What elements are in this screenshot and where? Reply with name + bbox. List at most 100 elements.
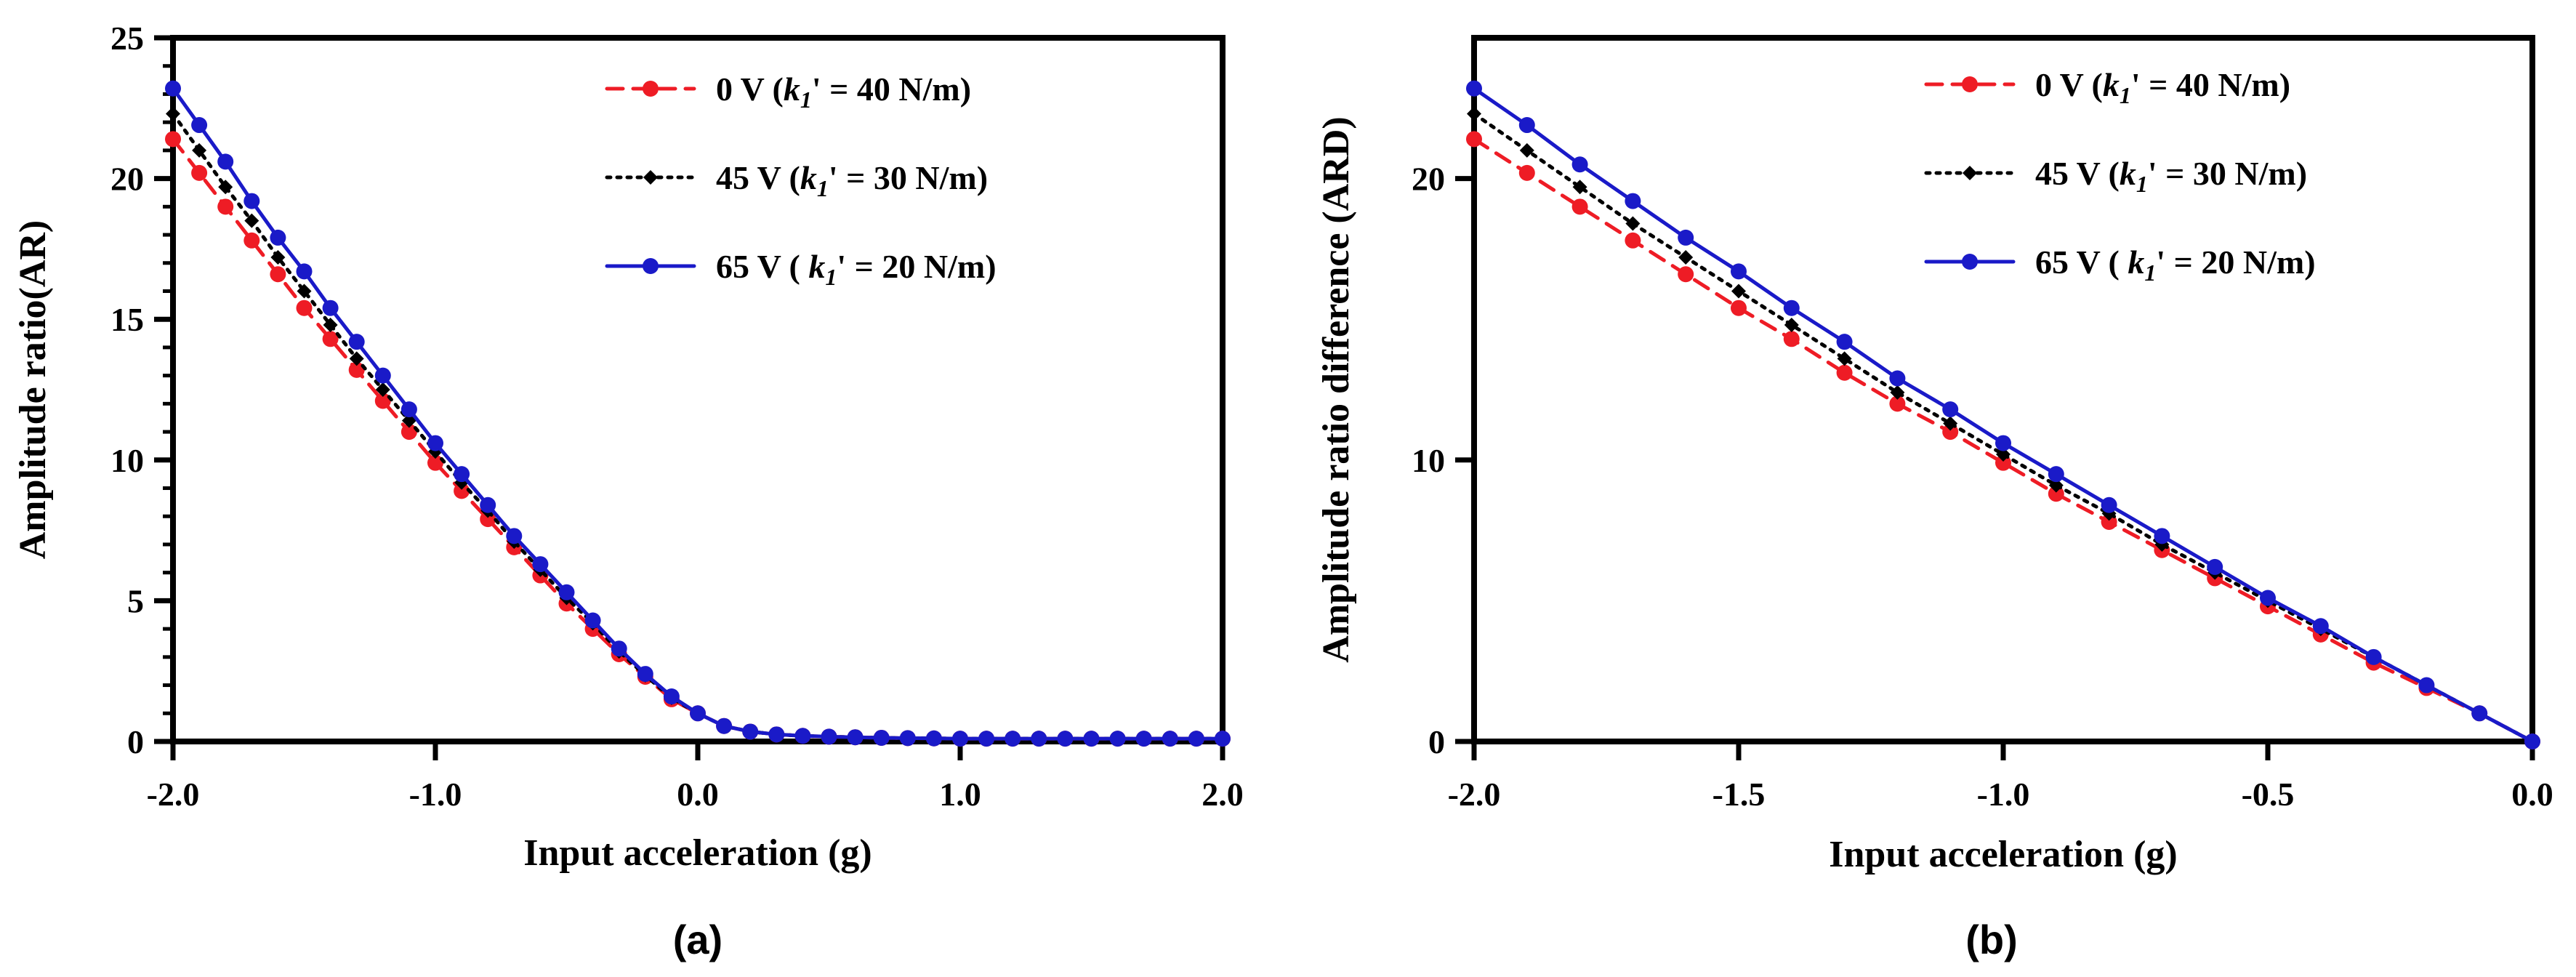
plot-frame bbox=[170, 35, 1225, 744]
legend-suffix: ' = 40 N/m) bbox=[2131, 66, 2290, 103]
data-point bbox=[506, 528, 523, 544]
data-point bbox=[2418, 677, 2435, 693]
legend-prefix: 0 V ( bbox=[2035, 66, 2103, 103]
data-point bbox=[2207, 558, 2223, 575]
legend-marker bbox=[643, 258, 659, 274]
data-point bbox=[1942, 401, 1959, 418]
x-axis-title: Input acceleration (g) bbox=[523, 832, 872, 874]
legend-entry: 45 V (k1' = 30 N/m) bbox=[1924, 155, 2307, 197]
legend-prefix: 65 V ( bbox=[2035, 244, 2128, 281]
data-point bbox=[1996, 447, 2011, 462]
panel-label: (a) bbox=[673, 917, 723, 962]
legend-prefix: 45 V ( bbox=[2035, 155, 2120, 192]
data-point bbox=[348, 361, 365, 378]
data-point bbox=[1109, 731, 1126, 747]
data-point bbox=[1942, 424, 1959, 441]
y-tick-label: 0 bbox=[1428, 723, 1445, 760]
x-tick-label: 2.0 bbox=[1202, 776, 1244, 813]
data-point bbox=[1678, 229, 1694, 246]
data-point bbox=[217, 153, 234, 170]
data-point bbox=[191, 164, 208, 181]
data-point bbox=[1731, 299, 1747, 316]
data-point bbox=[374, 393, 391, 409]
legend-entry: 45 V (k1' = 30 N/m) bbox=[605, 159, 988, 201]
y-tick-label: 20 bbox=[1412, 161, 1445, 198]
data-point bbox=[821, 728, 837, 745]
series-line bbox=[171, 112, 1225, 741]
data-point bbox=[768, 726, 785, 743]
legend-marker bbox=[1962, 76, 1978, 92]
data-point bbox=[1943, 416, 1958, 431]
x-tick-label: 0.0 bbox=[677, 776, 719, 813]
data-point bbox=[663, 688, 680, 705]
legend-label: 0 V (k1' = 40 N/m) bbox=[716, 71, 971, 113]
data-point bbox=[1995, 454, 2011, 471]
legend-k-subscript: 1 bbox=[2136, 171, 2148, 197]
data-point bbox=[427, 454, 443, 471]
data-point bbox=[270, 250, 286, 265]
panel-label: (b) bbox=[1965, 917, 2018, 962]
y-tick-label: 10 bbox=[1412, 442, 1445, 479]
legend-suffix: ' = 20 N/m) bbox=[837, 248, 996, 285]
data-point bbox=[794, 728, 811, 744]
data-point bbox=[1135, 731, 1152, 747]
legend-marker bbox=[643, 81, 659, 97]
legend-k-symbol: k bbox=[784, 71, 800, 108]
data-point bbox=[1625, 232, 1641, 249]
data-point bbox=[584, 612, 601, 629]
data-point bbox=[925, 730, 942, 747]
data-point bbox=[899, 730, 916, 747]
series-line bbox=[1472, 87, 2535, 744]
series-line bbox=[171, 137, 1225, 741]
legend-suffix: ' = 30 N/m) bbox=[829, 159, 988, 196]
legend-k-subscript: 1 bbox=[2144, 260, 2156, 286]
data-point bbox=[1625, 216, 1641, 231]
y-tick-label: 25 bbox=[110, 20, 144, 57]
data-point bbox=[191, 117, 208, 134]
legend-k-subscript: 1 bbox=[825, 264, 837, 290]
series-line bbox=[171, 87, 1225, 741]
data-point bbox=[1519, 142, 1534, 158]
x-tick-label: -1.0 bbox=[1977, 776, 2030, 813]
x-tick-label: -2.0 bbox=[1448, 776, 1501, 813]
data-point bbox=[2471, 705, 2488, 722]
legend-prefix: 45 V ( bbox=[716, 159, 800, 196]
data-point bbox=[1466, 80, 1482, 97]
data-point bbox=[532, 556, 549, 573]
x-tick-label: -2.0 bbox=[147, 776, 200, 813]
data-point bbox=[1518, 117, 1535, 134]
x-tick-label: -0.5 bbox=[2242, 776, 2295, 813]
data-point bbox=[690, 705, 706, 722]
data-point bbox=[2312, 618, 2329, 635]
data-point bbox=[847, 729, 864, 746]
legend-k-symbol: k bbox=[2103, 66, 2120, 103]
data-point bbox=[1571, 198, 1588, 215]
data-point bbox=[1215, 731, 1231, 747]
x-tick-label: 1.0 bbox=[939, 776, 981, 813]
data-point bbox=[1572, 180, 1587, 195]
legend-prefix: 0 V ( bbox=[716, 71, 784, 108]
data-point bbox=[742, 723, 759, 740]
chart-panel-a: -2.0 -1.0 0.0 1.0 2.0 0 5 10 15 20 25 Input acceler… bbox=[12, 20, 1244, 962]
data-point bbox=[480, 496, 496, 513]
data-point bbox=[348, 334, 365, 350]
data-point bbox=[454, 483, 470, 499]
legend-suffix: ' = 40 N/m) bbox=[812, 71, 971, 108]
series-45v bbox=[166, 106, 1230, 747]
x-tick-label: -1.0 bbox=[409, 776, 462, 813]
data-point bbox=[1837, 351, 1852, 366]
series-0v bbox=[165, 131, 1231, 747]
data-point bbox=[401, 424, 417, 441]
legend-k-symbol: k bbox=[2128, 244, 2144, 281]
legend-marker bbox=[1963, 166, 1977, 180]
legend-suffix: ' = 30 N/m) bbox=[2148, 155, 2307, 192]
data-point bbox=[296, 299, 313, 316]
data-point bbox=[1678, 250, 1694, 265]
y-tick-label: 10 bbox=[110, 442, 144, 479]
data-point bbox=[2524, 733, 2540, 749]
data-point bbox=[270, 266, 286, 283]
data-point bbox=[166, 106, 180, 121]
data-point bbox=[1162, 731, 1178, 747]
legend-k-symbol: k bbox=[2120, 155, 2136, 192]
legend-k-symbol: k bbox=[808, 248, 825, 285]
